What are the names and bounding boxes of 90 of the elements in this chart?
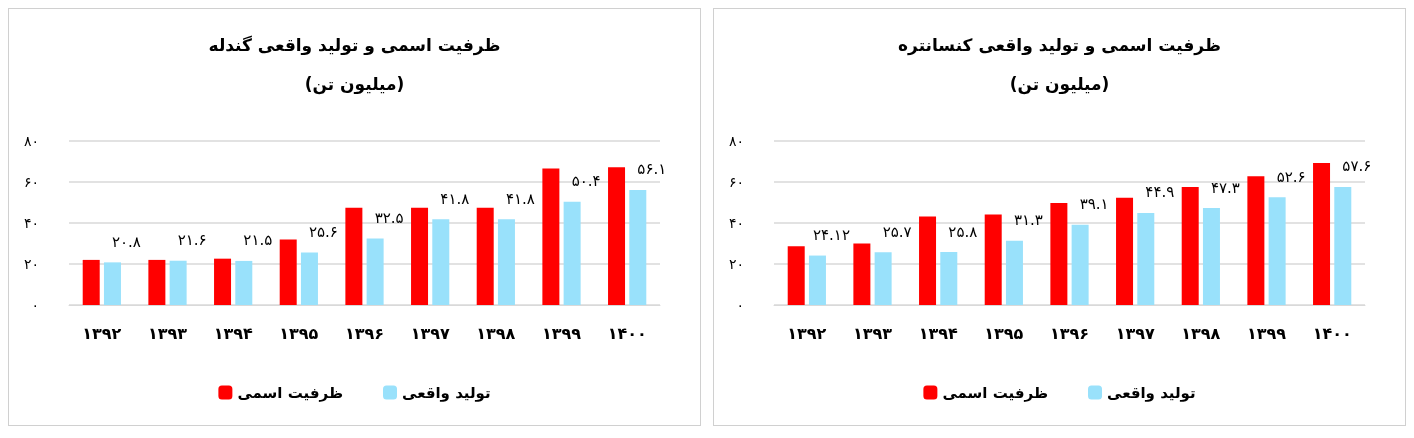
y-tick-label: ۴۰ [728, 215, 744, 231]
bar [103, 262, 121, 305]
y-tick-label: ۰ [31, 297, 39, 313]
bar [279, 239, 297, 305]
data-label: ۴۴.۹ [1145, 183, 1175, 202]
bar [235, 260, 253, 305]
x-tick-label: ۱۳۹۴ [918, 323, 958, 343]
bar [1268, 197, 1286, 305]
chart-title: ظرفیت اسمی و تولید واقعی گندله [208, 34, 501, 56]
bar [787, 246, 805, 305]
data-label: ۲۴.۱۲ [812, 226, 850, 245]
data-label: ۴۱.۸ [505, 189, 535, 208]
bar [1050, 202, 1068, 305]
legend-label: تولید واقعی [1107, 383, 1196, 402]
bar [214, 258, 232, 305]
x-tick-label: ۱۳۹۷ [410, 323, 450, 343]
data-label: ۳۱.۳ [1013, 211, 1043, 230]
bar [476, 207, 494, 305]
x-tick-label: ۱۴۰۰ [607, 323, 647, 343]
y-tick-label: ۶۰ [23, 174, 39, 190]
data-label: ۲۱.۶ [177, 231, 207, 250]
x-tick-label: ۱۳۹۳ [147, 323, 188, 343]
legend-label: تولید واقعی [402, 383, 491, 402]
bar [1202, 208, 1220, 305]
bar [1137, 212, 1155, 305]
bar [1334, 186, 1352, 305]
y-tick-label: ۰ [736, 297, 744, 313]
bar [411, 207, 429, 305]
bar [497, 219, 515, 305]
x-tick-label: ۱۳۹۳ [852, 323, 893, 343]
data-label: ۵۲.۶ [1276, 167, 1306, 186]
bar [300, 252, 318, 305]
bar [82, 259, 100, 305]
data-label: ۲۵.۶ [308, 223, 338, 242]
chart-title: ظرفیت اسمی و تولید واقعی کنسانتره [898, 34, 1221, 56]
bar [919, 216, 937, 305]
data-label: ۲۵.۷ [882, 222, 912, 241]
y-tick-label: ۶۰ [728, 174, 744, 190]
y-tick-label: ۲۰ [728, 256, 744, 272]
x-tick-label: ۱۳۹۶ [1049, 323, 1090, 343]
x-tick-label: ۱۳۹۲ [82, 323, 122, 343]
data-label: ۳۲.۵ [374, 208, 404, 227]
bar [1247, 176, 1265, 305]
x-tick-label: ۱۳۹۹ [1246, 323, 1287, 343]
y-tick-label: ۴۰ [23, 215, 39, 231]
data-label: ۲۵.۸ [948, 222, 978, 241]
data-label: ۲۱.۵ [243, 231, 273, 250]
bar [629, 190, 647, 305]
bar [1313, 162, 1331, 305]
data-label: ۴۱.۸ [440, 189, 470, 208]
data-label: ۲۰.۸ [111, 232, 141, 251]
bar [984, 214, 1002, 305]
y-tick-label: ۸۰ [728, 133, 744, 149]
x-tick-label: ۱۴۰۰ [1312, 323, 1352, 343]
x-tick-label: ۱۳۹۵ [984, 323, 1024, 343]
x-tick-label: ۱۳۹۵ [279, 323, 319, 343]
bar [1181, 186, 1199, 305]
x-tick-label: ۱۳۹۶ [344, 323, 385, 343]
x-tick-label: ۱۳۹۷ [1115, 323, 1155, 343]
x-tick-label: ۱۳۹۸ [476, 323, 516, 343]
x-tick-label: ۱۳۹۹ [541, 323, 582, 343]
y-tick-label: ۲۰ [23, 256, 39, 272]
x-tick-label: ۱۳۹۲ [787, 323, 827, 343]
legend-label: ظرفیت اسمی [237, 383, 344, 402]
bar [853, 243, 871, 305]
bar [148, 259, 166, 305]
bar [1116, 197, 1134, 305]
chart-subtitle: (میلیون تن) [1009, 73, 1110, 95]
bar [1071, 224, 1089, 305]
bar [874, 252, 892, 305]
data-label: ۳۹.۱ [1079, 195, 1109, 214]
bar [345, 207, 363, 305]
x-tick-label: ۱۳۹۸ [1181, 323, 1221, 343]
bar [940, 252, 958, 305]
data-label: ۵۷.۶ [1342, 157, 1372, 176]
chart-subtitle: (میلیون تن) [304, 73, 405, 95]
x-tick-label: ۱۳۹۴ [213, 323, 253, 343]
bar [542, 168, 560, 305]
bar [608, 167, 626, 305]
bar [366, 238, 384, 305]
data-label: ۴۷.۳ [1210, 178, 1240, 197]
bar [432, 219, 450, 305]
data-label: ۵۶.۱ [637, 160, 667, 179]
y-tick-label: ۸۰ [23, 133, 39, 149]
bar [1005, 240, 1023, 305]
bar [808, 255, 826, 305]
legend-label: ظرفیت اسمی [942, 383, 1049, 402]
bar [563, 201, 581, 305]
data-label: ۵۰.۴ [571, 172, 601, 191]
bar [169, 260, 187, 305]
